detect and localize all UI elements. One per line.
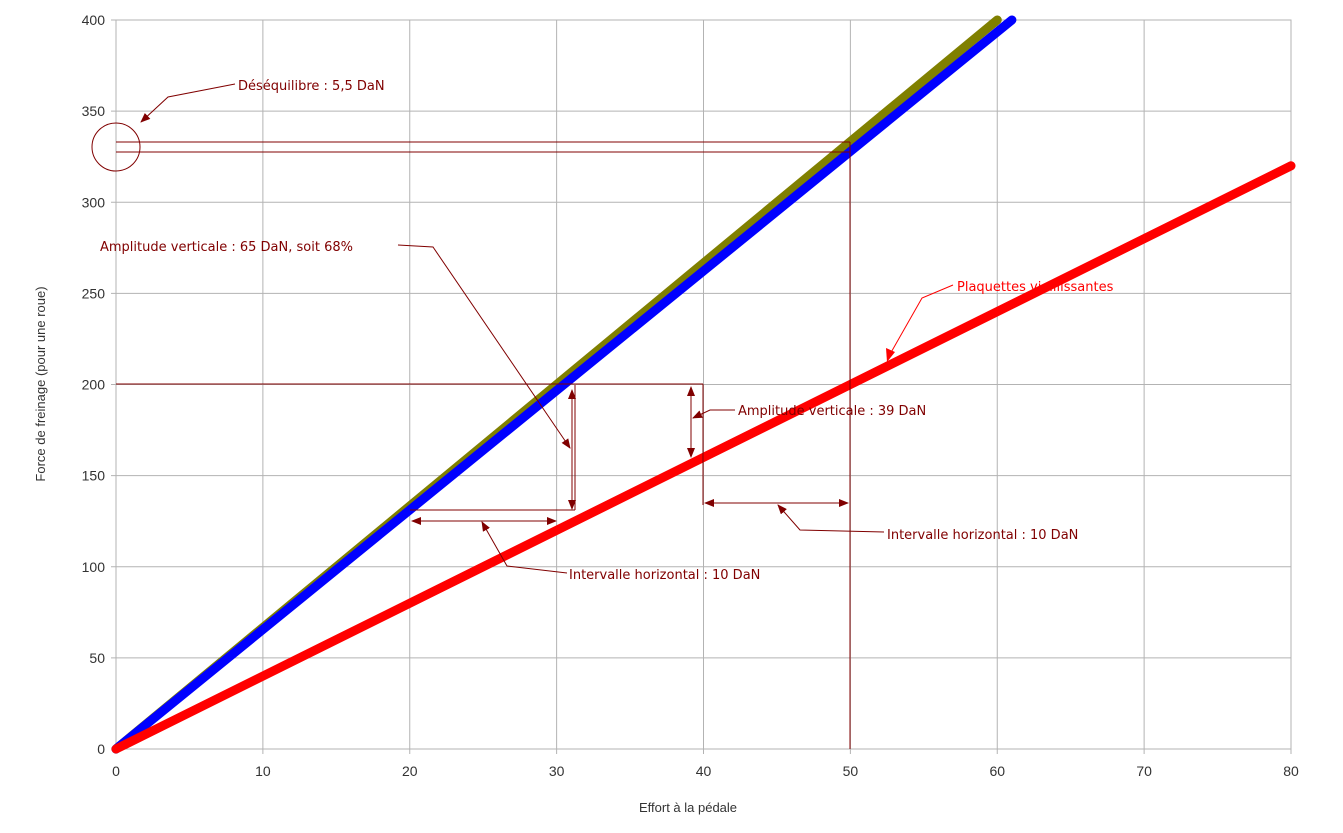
x-tick-label: 70 (1136, 763, 1152, 779)
x-axis-ticks: 0 10 20 30 40 50 60 70 80 (112, 749, 1299, 779)
imbalance-leader (141, 84, 235, 122)
y-tick-label: 300 (82, 194, 106, 210)
vertical-amplitude-39-label: Amplitude verticale : 39 DaN (738, 404, 926, 419)
x-tick-label: 40 (696, 763, 712, 779)
x-tick-label: 30 (549, 763, 565, 779)
y-axis-title: Force de freinage (pour une roue) (33, 286, 48, 481)
x-tick-label: 20 (402, 763, 418, 779)
interval-leader-40-50 (778, 505, 884, 532)
imbalance-label: Déséquilibre : 5,5 DaN (238, 79, 385, 94)
aging-pads-label: Plaquettes vieillissantes (957, 280, 1114, 295)
vertical-amplitude-65-label: Amplitude verticale : 65 DaN, soit 68% (100, 240, 353, 255)
y-tick-label: 350 (82, 103, 106, 119)
x-tick-label: 10 (255, 763, 271, 779)
y-tick-label: 0 (97, 741, 105, 757)
amplitude-leader-65 (398, 245, 570, 448)
y-tick-label: 200 (82, 377, 106, 393)
horizontal-interval-left-label: Intervalle horizontal : 10 DaN (569, 568, 760, 583)
x-tick-label: 80 (1283, 763, 1299, 779)
horizontal-interval-right-label: Intervalle horizontal : 10 DaN (887, 528, 1078, 543)
x-tick-label: 50 (843, 763, 859, 779)
x-tick-label: 0 (112, 763, 120, 779)
x-tick-label: 60 (989, 763, 1005, 779)
amplitude-leader-39 (693, 410, 735, 418)
y-tick-label: 250 (82, 285, 106, 301)
y-tick-label: 50 (89, 650, 105, 666)
y-tick-label: 100 (82, 559, 106, 575)
y-tick-label: 150 (82, 468, 106, 484)
y-tick-label: 400 (82, 12, 106, 28)
x-axis-title: Effort à la pédale (639, 800, 737, 815)
